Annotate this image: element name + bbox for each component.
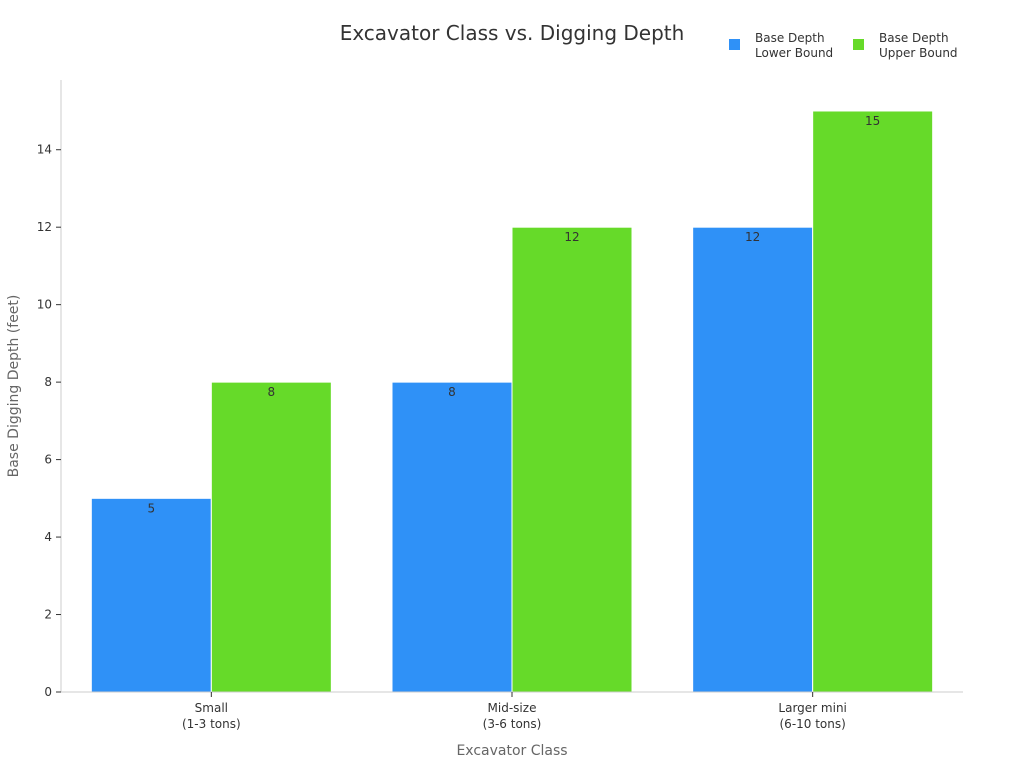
bar [692,226,814,693]
y-tick-label: 4 [44,530,52,544]
bar [391,381,513,693]
data-labels-group: 5 8 8 12 12 15 [148,114,881,515]
bar-value-label: 5 [148,501,156,515]
y-tick-label: 6 [44,453,52,467]
y-axis: 0 2 4 6 8 10 12 14 [37,80,62,699]
x-axis-title: Excavator Class [456,743,567,759]
legend-label: Base Depth Lower Bound [755,31,833,60]
x-tick-label: Mid-size (3-6 tons) [483,701,542,731]
x-tick-label: Small (1-3 tons) [182,701,241,731]
bar [812,110,934,693]
y-tick-label: 10 [37,298,52,312]
legend-label: Base Depth Upper Bound [879,31,958,60]
y-tick-label: 8 [44,375,52,389]
bar [90,497,212,693]
bar-value-label: 12 [564,230,579,244]
legend-swatch [853,39,864,50]
bar [210,381,332,693]
legend: Base Depth Lower Bound Base Depth Upper Bou… [729,31,958,60]
bars-group [90,110,934,693]
chart-title: Excavator Class vs. Digging Depth [340,21,685,45]
legend-swatch [729,39,740,50]
bar-value-label: 15 [865,114,880,128]
y-axis-title: Base Digging Depth (feet) [6,295,22,478]
x-axis: Small (1-3 tons) Mid-size (3-6 tons) Larger … [61,691,963,731]
x-tick-label: Larger mini (6-10 tons) [778,701,846,731]
bar-value-label: 8 [268,385,276,399]
y-tick-label: 2 [44,608,52,622]
bar-value-label: 12 [745,230,760,244]
bar-value-label: 8 [448,385,456,399]
bar [511,226,633,693]
y-tick-label: 12 [37,220,52,234]
y-tick-label: 14 [37,143,52,157]
y-tick-label: 0 [44,685,52,699]
